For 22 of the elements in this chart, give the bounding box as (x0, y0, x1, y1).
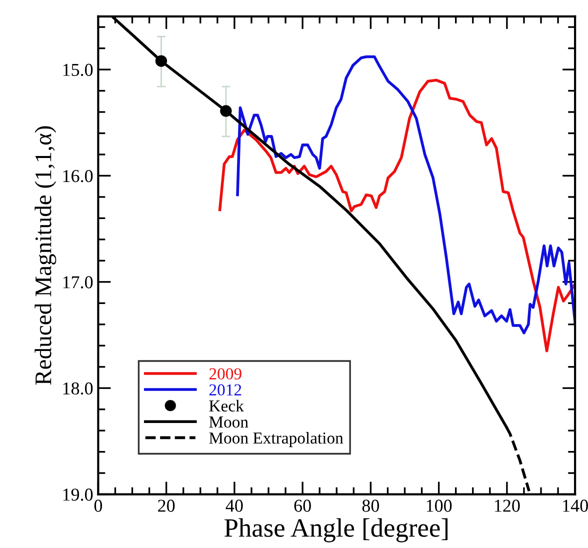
line-series (236, 55, 576, 334)
x-tick-label: 120 (494, 500, 520, 512)
y-tick-label: 19.0 (63, 488, 93, 501)
legend-label: Keck (209, 400, 244, 412)
legend-label: 2009 (209, 368, 242, 380)
x-tick-label: 40 (226, 500, 243, 512)
x-axis-title: Phase Angle [degree] (224, 518, 448, 542)
y-tick-label: 17.0 (63, 276, 93, 288)
y-tick-label: 16.0 (63, 170, 93, 182)
x-tick-label: 140 (563, 500, 588, 512)
y-axis-title: Reduced Magnitude (1,1,α) (34, 126, 56, 385)
x-tick-label: 60 (294, 500, 311, 512)
legend-label: 2012 (209, 384, 242, 396)
y-tick-label: 18.0 (63, 382, 93, 395)
x-tick-label: 0 (94, 500, 102, 512)
line-series (218, 78, 576, 352)
legend-label: Moon Extrapolation (209, 432, 344, 448)
x-tick-label: 80 (362, 500, 380, 512)
y-tick-label: 15.0 (63, 64, 93, 76)
x-tick-label: 100 (426, 500, 452, 512)
x-tick-label: 20 (158, 500, 175, 512)
legend-label: Moon (209, 416, 248, 428)
